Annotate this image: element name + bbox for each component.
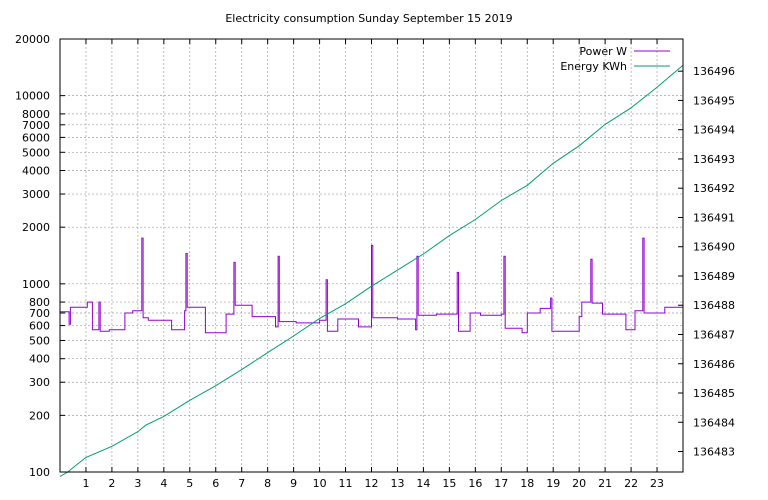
x-tick-label: 22 bbox=[624, 477, 638, 490]
y-tick-label: 2000 bbox=[22, 221, 50, 234]
chart-title: Electricity consumption Sunday September… bbox=[225, 12, 512, 25]
power-w-series-line bbox=[60, 237, 683, 334]
legend-label: Energy KWh bbox=[560, 60, 627, 73]
y-tick-label: 6000 bbox=[22, 131, 50, 144]
y2-tick-label: 136484 bbox=[693, 416, 735, 429]
x-tick-label: 6 bbox=[212, 477, 219, 490]
y-tick-label: 7000 bbox=[22, 119, 50, 132]
y-tick-label: 500 bbox=[29, 334, 50, 347]
x-tick-label: 11 bbox=[339, 477, 353, 490]
y-tick-label: 4000 bbox=[22, 165, 50, 178]
y2-tick-label: 136491 bbox=[693, 211, 735, 224]
y2-tick-label: 136483 bbox=[693, 446, 735, 459]
y-tick-label: 3000 bbox=[22, 188, 50, 201]
y-tick-label: 300 bbox=[29, 376, 50, 389]
y2-tick-label: 136494 bbox=[693, 124, 735, 137]
legend: Power W Energy KWh bbox=[560, 45, 670, 73]
y2-tick-label: 136486 bbox=[693, 358, 735, 371]
x-tick-label: 19 bbox=[546, 477, 560, 490]
x-tick-label: 14 bbox=[416, 477, 430, 490]
x-tick-label: 13 bbox=[390, 477, 404, 490]
x-tick-label: 4 bbox=[160, 477, 167, 490]
x-tick-label: 21 bbox=[598, 477, 612, 490]
y-tick-label: 800 bbox=[29, 296, 50, 309]
x-tick-label: 12 bbox=[365, 477, 379, 490]
x-tick-label: 10 bbox=[313, 477, 327, 490]
y2-tick-label: 136490 bbox=[693, 241, 735, 254]
y-tick-label: 20000 bbox=[15, 33, 50, 46]
y-tick-label: 100 bbox=[29, 466, 50, 479]
y-tick-label: 1000 bbox=[22, 278, 50, 291]
y2-tick-label: 136487 bbox=[693, 328, 735, 341]
x-tick-label: 5 bbox=[186, 477, 193, 490]
x-tick-label: 8 bbox=[264, 477, 271, 490]
x-tick-label: 18 bbox=[520, 477, 534, 490]
y2-tick-label: 136495 bbox=[693, 94, 735, 107]
x-tick-label: 3 bbox=[134, 477, 141, 490]
grid-lines bbox=[60, 38, 683, 473]
legend-label: Power W bbox=[579, 45, 627, 58]
x-tick-label: 1 bbox=[82, 477, 89, 490]
y2-tick-label: 136493 bbox=[693, 153, 735, 166]
y-tick-label: 400 bbox=[29, 353, 50, 366]
y2-tick-label: 136488 bbox=[693, 299, 735, 312]
plot-frame bbox=[59, 38, 684, 473]
energy-kwh-series-line bbox=[59, 64, 684, 477]
x-tick-label: 23 bbox=[650, 477, 664, 490]
y-tick-label: 200 bbox=[29, 409, 50, 422]
x-tick-label: 9 bbox=[290, 477, 297, 490]
x-tick-label: 17 bbox=[494, 477, 508, 490]
x-tick-label: 15 bbox=[442, 477, 456, 490]
y-tick-label: 8000 bbox=[22, 108, 50, 121]
y2-tick-label: 136485 bbox=[693, 387, 735, 400]
y2-tick-label: 136492 bbox=[693, 182, 735, 195]
y-tick-label: 600 bbox=[29, 320, 50, 333]
x-tick-label: 16 bbox=[468, 477, 482, 490]
y-tick-label: 5000 bbox=[22, 146, 50, 159]
y-tick-label: 700 bbox=[29, 307, 50, 320]
y2-tick-label: 136496 bbox=[693, 65, 735, 78]
series-lines bbox=[59, 64, 684, 477]
x-tick-label: 2 bbox=[108, 477, 115, 490]
axis-ticks: 1 2 3 4 5 6 7 8 9 10 11 12 13 14 15 16 17 18 19 20 21 22 23100… bbox=[15, 33, 735, 490]
y2-tick-label: 136489 bbox=[693, 270, 735, 283]
x-tick-label: 20 bbox=[572, 477, 586, 490]
y-tick-label: 10000 bbox=[15, 90, 50, 103]
x-tick-label: 7 bbox=[238, 477, 245, 490]
